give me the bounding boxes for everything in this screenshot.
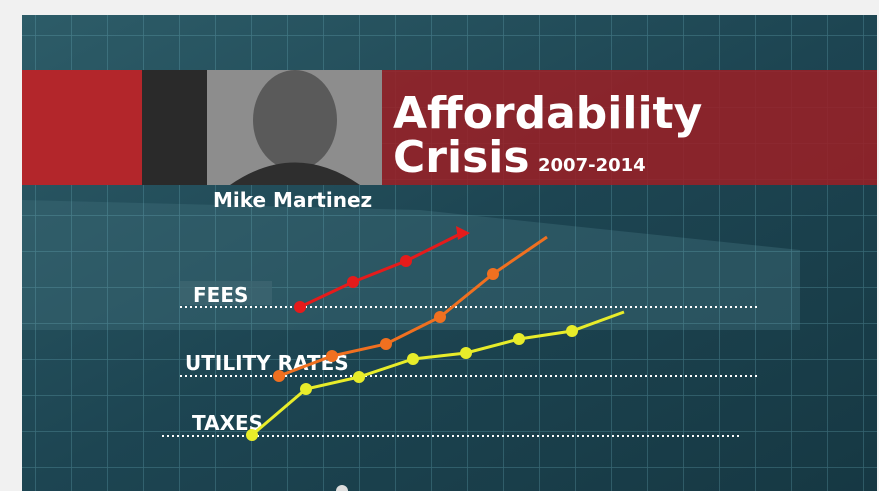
banner-red	[382, 70, 877, 185]
banner-dark	[142, 70, 207, 185]
banner-red-left	[22, 70, 142, 185]
label-fees: FEES	[193, 283, 248, 307]
speaker-body	[230, 162, 360, 185]
speaker-head	[253, 70, 337, 170]
speaker-name: Mike Martinez	[213, 188, 372, 212]
years: 2007-2014	[538, 155, 646, 176]
utility-line	[273, 235, 548, 382]
title-line1: Affordability	[393, 88, 702, 139]
label-utility: UTILITY RATES	[185, 351, 349, 375]
title-line2: Crisis	[393, 132, 530, 183]
scrubber[interactable]	[336, 485, 348, 491]
label-box	[180, 281, 272, 305]
fees-line	[294, 226, 470, 313]
taxes-line	[246, 310, 625, 441]
